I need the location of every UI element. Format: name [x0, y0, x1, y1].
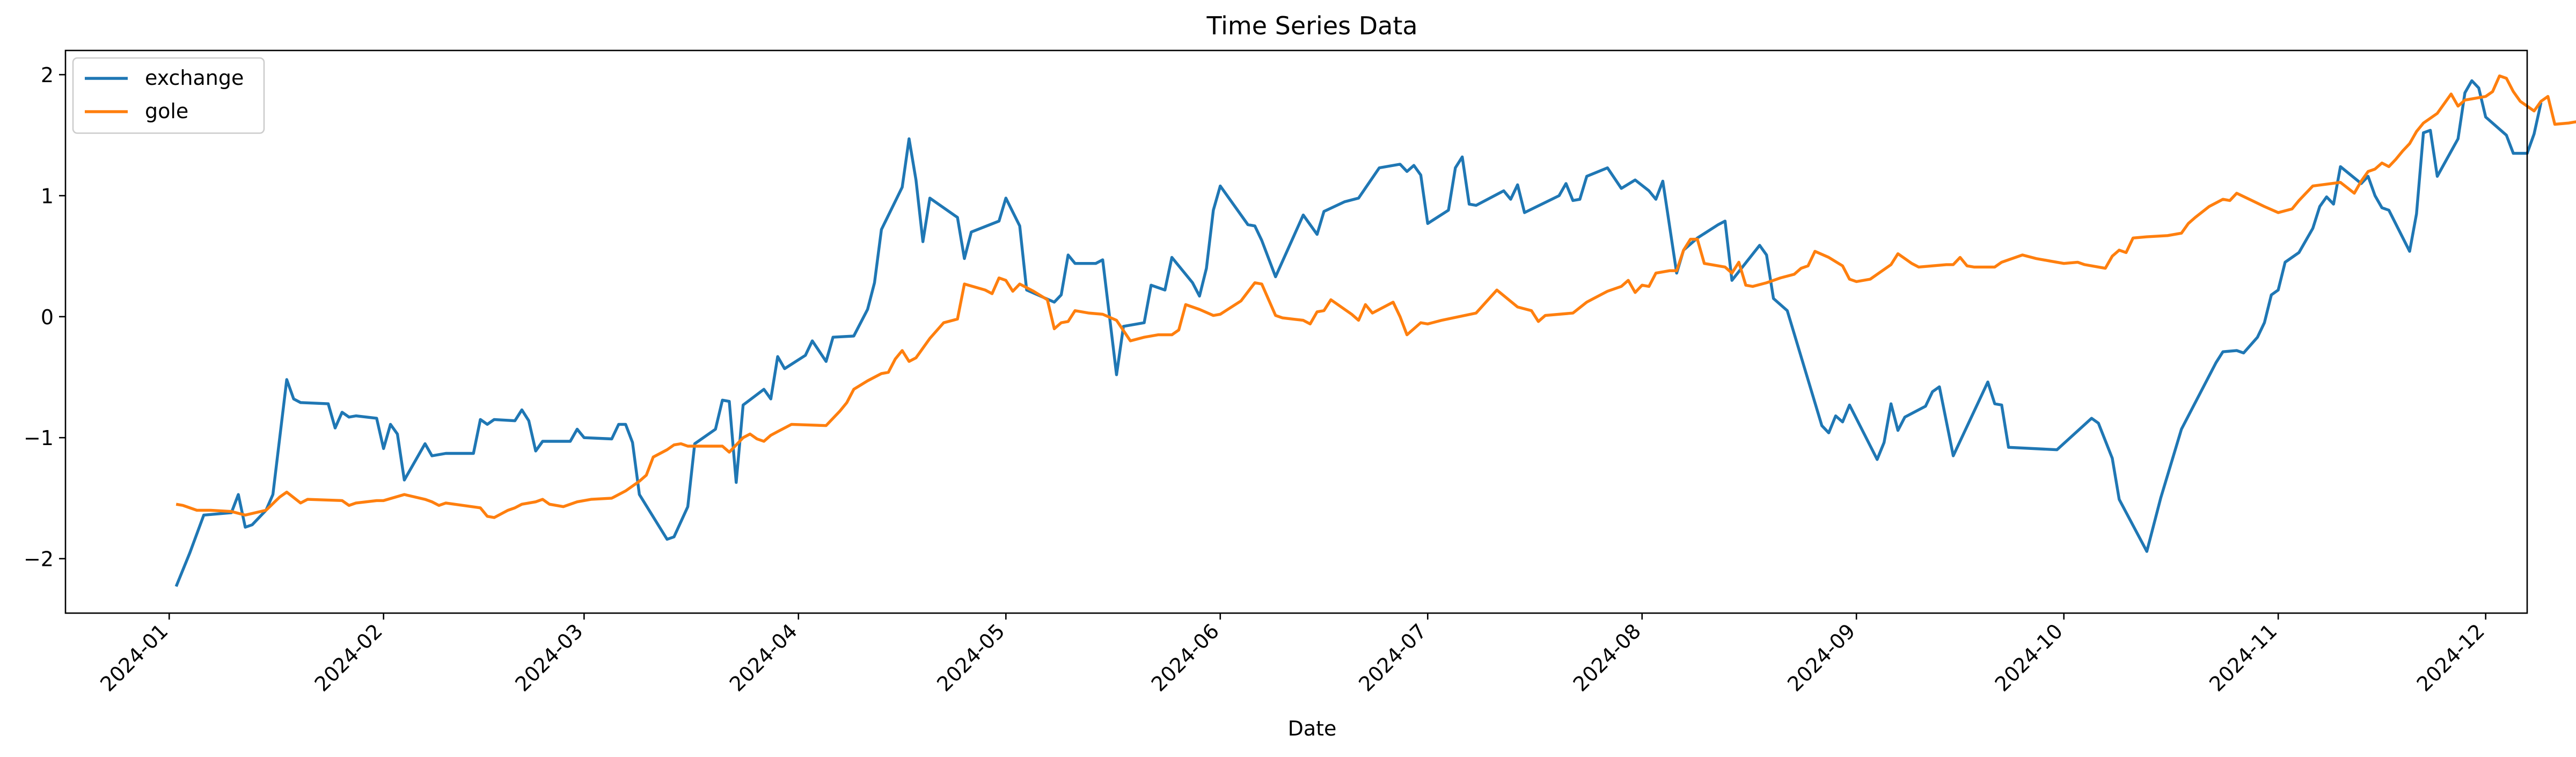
chart-title: Time Series Data: [1206, 11, 1417, 40]
x-axis-label: Date: [1288, 717, 1337, 740]
legend-label-exchange: exchange: [145, 66, 244, 90]
y-tick-label: −1: [24, 426, 54, 450]
legend: exchange gole: [72, 57, 265, 134]
axes-frame: [64, 49, 2528, 614]
y-tick-label: 0: [41, 305, 54, 329]
legend-frame: [72, 57, 265, 134]
series-line-gole: [175, 74, 2576, 519]
y-tick-label: 2: [41, 63, 54, 87]
legend-label-gole: gole: [145, 99, 188, 123]
y-axis: −2 −1 0 1 2: [24, 63, 65, 571]
series-line-exchange: [174, 79, 2543, 587]
y-tick-label: 1: [41, 184, 54, 208]
y-tick-label: −2: [24, 548, 54, 571]
plot-area: [174, 74, 2576, 587]
